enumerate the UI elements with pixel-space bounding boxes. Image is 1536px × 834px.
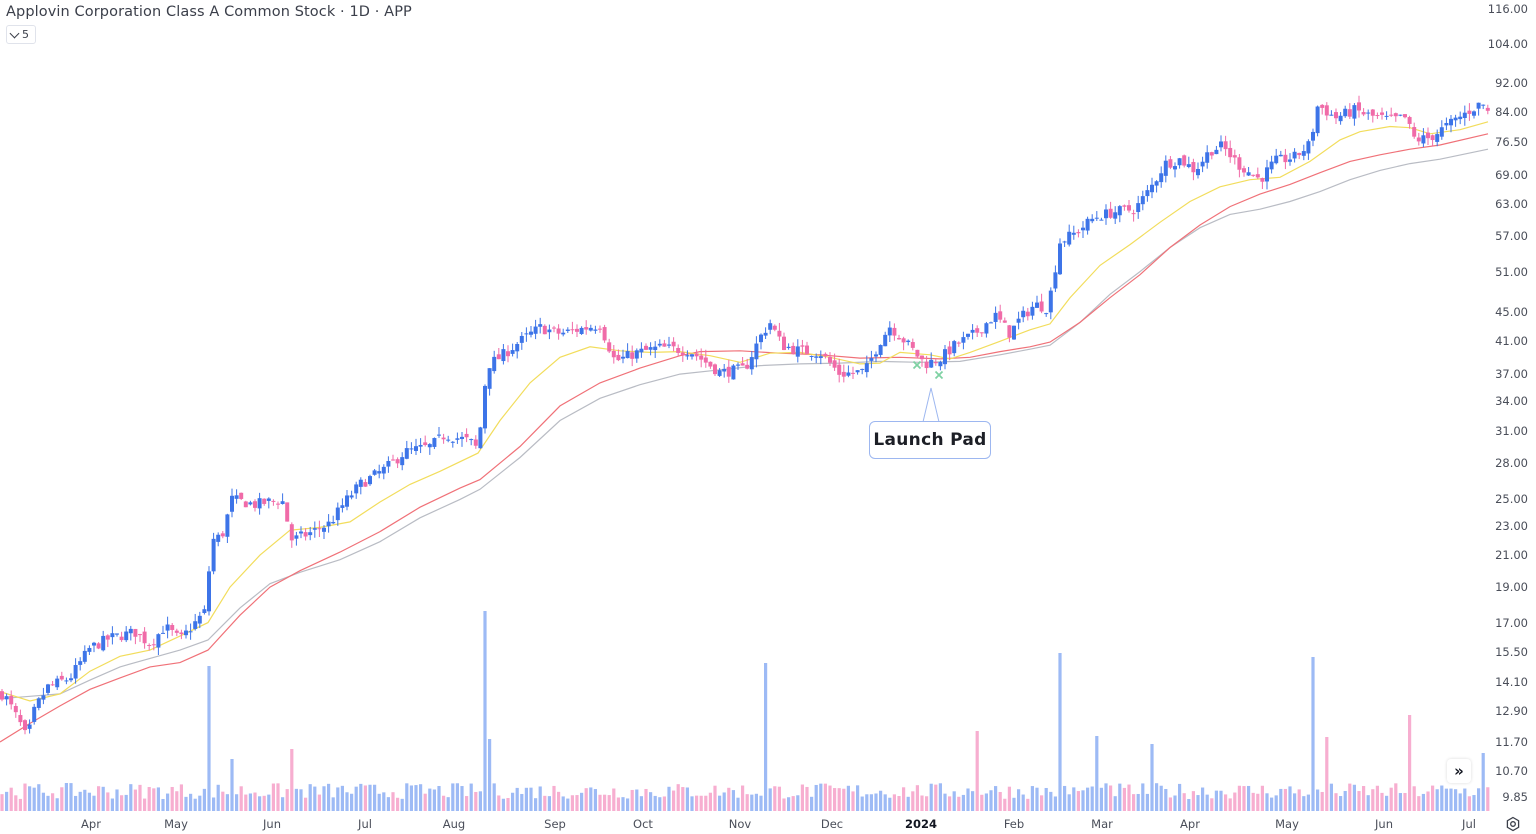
chart-title: Applovin Corporation Class A Common Stoc… <box>6 4 412 20</box>
price-axis-label: 25.00 <box>1495 492 1528 507</box>
price-axis-label: 12.90 <box>1495 703 1528 718</box>
ma-mid-line <box>0 133 1489 743</box>
indicator-legend-toggle[interactable]: 5 <box>6 25 36 44</box>
price-axis-label: 34.00 <box>1495 394 1528 409</box>
price-axis-label: 19.00 <box>1495 580 1528 595</box>
price-axis-label: 41.00 <box>1495 334 1528 349</box>
price-axis-label: 10.70 <box>1495 763 1528 778</box>
time-axis-label: Sep <box>544 817 566 831</box>
time-axis-label: Jul <box>1462 817 1476 831</box>
candlesticks <box>0 95 1490 735</box>
ma-slow-line <box>0 148 1489 700</box>
time-axis-label: Nov <box>728 817 752 831</box>
price-axis-label: 9.85 <box>1502 790 1528 804</box>
price-axis-label: 51.00 <box>1495 264 1528 279</box>
indicator-count: 5 <box>22 28 29 41</box>
price-axis-label: 84.00 <box>1495 105 1528 120</box>
time-axis-label: Apr <box>1180 817 1200 831</box>
time-axis-label: Jun <box>263 817 281 831</box>
chevron-down-icon <box>9 28 20 38</box>
annotation-pointer <box>922 387 940 423</box>
price-axis-label: 63.00 <box>1495 197 1528 212</box>
volume-bars <box>0 611 1490 811</box>
price-axis-label: 76.50 <box>1495 135 1528 150</box>
price-axis-label: 37.00 <box>1495 367 1528 382</box>
gear-icon[interactable] <box>1505 816 1521 832</box>
time-axis-label: Dec <box>820 817 844 831</box>
scroll-to-realtime-button[interactable]: » <box>1447 759 1471 783</box>
price-axis-label: 15.50 <box>1495 645 1528 660</box>
time-axis-label: Feb <box>1003 817 1025 831</box>
double-chevron-right-icon: » <box>1454 762 1464 780</box>
ma-fast-line <box>0 121 1489 702</box>
time-axis-label: May <box>164 817 188 831</box>
price-axis-label: 116.00 <box>1487 2 1528 16</box>
price-axis-label: 17.00 <box>1495 615 1528 630</box>
price-axis-label: 45.00 <box>1495 304 1528 319</box>
time-axis-label: Mar <box>1091 817 1113 831</box>
price-axis-label: 11.70 <box>1495 735 1528 749</box>
price-axis-label: 28.00 <box>1495 456 1528 471</box>
time-axis-label: 2024 <box>904 817 938 831</box>
time-axis-label: Jul <box>358 817 372 831</box>
time-axis-label: Jun <box>1375 817 1393 831</box>
price-axis-label: 23.00 <box>1495 519 1528 534</box>
price-axis-label: 92.00 <box>1495 76 1528 91</box>
price-axis-label: 69.00 <box>1495 167 1528 182</box>
price-axis-label: 14.10 <box>1495 675 1528 690</box>
time-axis-label: Oct <box>633 817 653 831</box>
price-axis-label: 21.00 <box>1495 548 1528 563</box>
launch-pad-annotation[interactable]: Launch Pad <box>869 421 991 459</box>
price-axis-label: 31.00 <box>1495 423 1528 438</box>
signal-x-marker <box>934 370 944 380</box>
time-axis-label: Aug <box>442 817 466 831</box>
price-axis-label: 104.00 <box>1487 36 1528 51</box>
signal-x-marker <box>912 360 922 370</box>
time-axis-label: Apr <box>81 817 101 831</box>
time-axis-label: May <box>1275 817 1299 831</box>
price-axis-label: 57.00 <box>1495 229 1528 244</box>
